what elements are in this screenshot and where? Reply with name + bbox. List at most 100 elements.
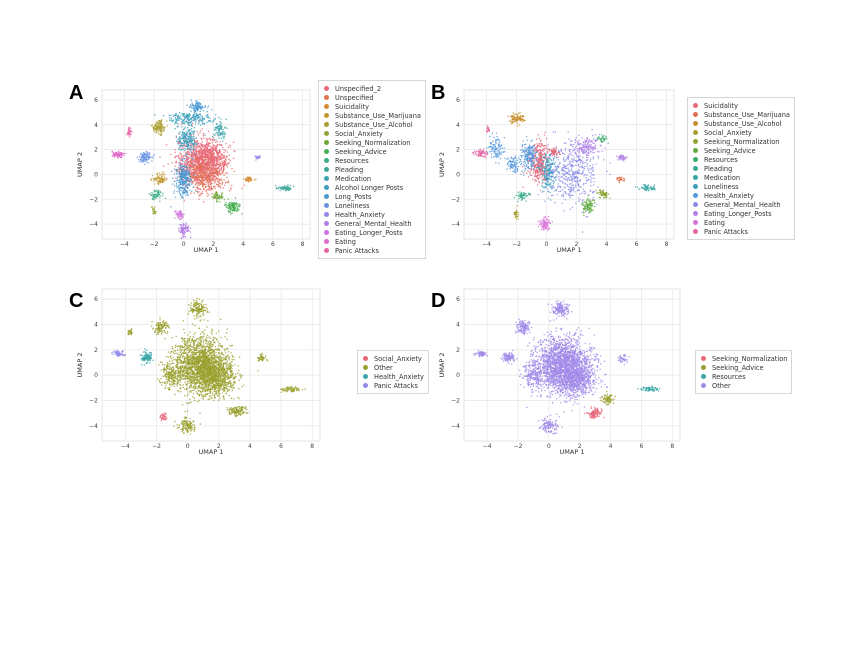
scatter-point-general-mental-health — [556, 176, 558, 178]
scatter-point-general-mental-health — [567, 156, 570, 159]
scatter-point-loneliness — [556, 171, 559, 173]
scatter-point-unspecified-2 — [218, 172, 221, 175]
scatter-point-eating-longer-posts — [592, 151, 594, 154]
scatter-point-long-posts — [170, 205, 172, 208]
scatter-point-unspecified — [190, 159, 192, 161]
scatter-point-general-mental-health — [591, 174, 593, 176]
scatter-point-medication — [218, 131, 221, 133]
scatter-point-substance-use-alcohol — [159, 126, 162, 128]
scatter-point-alcohol-longer-posts — [199, 117, 201, 119]
scatter-point-unspecified-2 — [181, 146, 184, 149]
scatter-point-unspecified — [206, 174, 209, 176]
x-tick-label: 6 — [271, 241, 275, 248]
scatter-point-substance-use-alcohol — [521, 118, 524, 121]
scatter-point-unspecified — [204, 186, 207, 188]
scatter-point-loneliness — [547, 181, 549, 183]
scatter-point-seeking-advice — [230, 208, 232, 210]
scatter-point-health-anxiety — [533, 168, 535, 170]
scatter-point-eating — [123, 154, 125, 157]
scatter-point-general-mental-health — [583, 193, 585, 195]
scatter-point-loneliness — [544, 182, 547, 185]
scatter-point-loneliness — [148, 157, 151, 159]
scatter-point-unspecified — [210, 187, 213, 190]
scatter-point-loneliness — [138, 158, 140, 161]
scatter-point-long-posts — [189, 175, 192, 178]
scatter-point-unspecified-2 — [197, 146, 200, 149]
scatter-point-long-posts — [185, 171, 188, 174]
scatter-point-eating — [119, 151, 121, 154]
scatter-point-general-mental-health — [558, 190, 560, 193]
scatter-point-general-mental-health — [566, 184, 568, 186]
scatter-point-unspecified — [192, 168, 194, 170]
scatter-point-unspecified-2 — [199, 193, 201, 195]
scatter-point-eating-longer-posts — [578, 149, 580, 152]
scatter-point-seeking-normalization — [216, 198, 218, 200]
scatter-point-alcohol-longer-posts — [194, 120, 197, 123]
scatter-point-substance-use-marijuana — [158, 176, 160, 178]
scatter-point-alcohol-longer-posts — [176, 115, 178, 117]
scatter-point-alcohol-longer-posts — [181, 118, 183, 121]
scatter-point-unspecified-2 — [205, 189, 208, 191]
scatter-point-long-posts — [183, 192, 186, 194]
scatter-point-long-posts — [173, 192, 175, 194]
scatter-point-general-mental-health — [552, 131, 555, 134]
scatter-point-resources — [151, 193, 154, 196]
scatter-point-general-mental-health — [567, 189, 570, 191]
scatter-point-health-anxiety — [527, 146, 529, 149]
scatter-point-long-posts — [185, 165, 188, 167]
scatter-point-medication — [221, 133, 224, 136]
scatter-point-unspecified-2 — [232, 157, 235, 160]
scatter-point-long-posts — [195, 99, 198, 102]
scatter-point-general-mental-health — [584, 165, 586, 168]
scatter-point-seeking-advice — [234, 209, 236, 211]
scatter-point-general-mental-health — [560, 148, 563, 151]
scatter-point-seeking-advice — [228, 204, 230, 207]
scatter-point-alcohol-longer-posts — [197, 122, 200, 125]
scatter-point-panic-attacks — [128, 128, 130, 131]
scatter-point-medication — [219, 121, 221, 123]
scatter-point-alcohol-longer-posts — [181, 121, 183, 123]
scatter-point-pleading — [279, 189, 281, 192]
scatter-point-health-anxiety — [524, 169, 526, 172]
scatter-point-unspecified-2 — [200, 148, 203, 150]
scatter-point-unspecified-2 — [197, 141, 199, 144]
scatter-point-eating-longer-posts — [601, 150, 603, 153]
scatter-point-unspecified-2 — [211, 161, 213, 163]
scatter-point-resources — [153, 197, 155, 199]
scatter-point-long-posts — [185, 161, 187, 164]
scatter-point-long-posts — [183, 170, 185, 172]
scatter-point-general-mental-health — [583, 167, 586, 170]
scatter-point-loneliness — [549, 167, 551, 170]
scatter-point-general-mental-health — [586, 163, 589, 165]
scatter-point-unspecified-2 — [203, 168, 206, 170]
scatter-point-suicidality — [535, 138, 538, 140]
scatter-point-alcohol-longer-posts — [185, 142, 188, 144]
scatter-point-eating-longer-posts — [586, 137, 589, 140]
scatter-point-unspecified — [192, 167, 194, 169]
scatter-point-unspecified-2 — [202, 158, 204, 161]
scatter-point-unspecified — [207, 168, 210, 171]
scatter-point-unspecified-2 — [199, 142, 201, 145]
scatter-point-substance-use-alcohol — [160, 134, 163, 136]
scatter-point-alcohol-longer-posts — [175, 118, 177, 120]
scatter-point-suicidality — [534, 172, 537, 175]
scatter-point-alcohol-longer-posts — [188, 119, 191, 121]
scatter-point-unspecified-2 — [174, 151, 176, 154]
scatter-point-eating-longer-posts — [586, 143, 589, 146]
scatter-point-substance-use-alcohol — [516, 116, 518, 119]
scatter-point-unspecified-2 — [223, 184, 226, 187]
scatter-point-general-mental-health — [569, 195, 572, 197]
scatter-point-loneliness — [544, 163, 547, 165]
scatter-point-substance-use-marijuana — [155, 178, 158, 180]
scatter-point-long-posts — [195, 190, 198, 193]
scatter-point-long-posts — [188, 106, 191, 108]
scatter-point-substance-use-marijuana — [162, 175, 165, 177]
scatter-point-general-mental-health — [182, 235, 184, 237]
scatter-point-unspecified — [201, 163, 204, 166]
scatter-point-suicidality — [540, 176, 542, 179]
scatter-point-unspecified — [181, 163, 184, 166]
scatter-point-unspecified — [198, 195, 200, 197]
scatter-point-loneliness — [540, 163, 542, 165]
scatter-point-long-posts — [176, 179, 179, 181]
scatter-point-suicidality — [542, 150, 544, 152]
